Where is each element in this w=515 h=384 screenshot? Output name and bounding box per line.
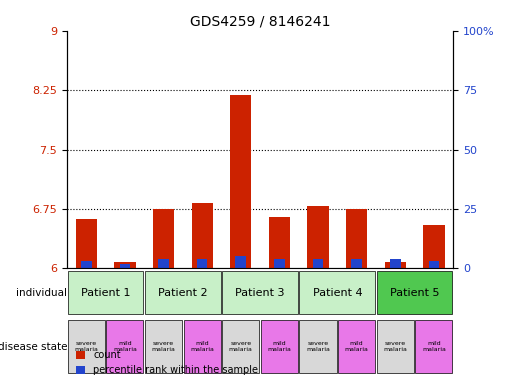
- Bar: [351, 259, 362, 268]
- Bar: [269, 217, 290, 268]
- Bar: [346, 209, 367, 268]
- Text: GSM836196: GSM836196: [121, 268, 129, 314]
- Text: GSM836198: GSM836198: [198, 268, 207, 314]
- Text: Patient 4: Patient 4: [313, 288, 362, 298]
- Title: GDS4259 / 8146241: GDS4259 / 8146241: [190, 14, 330, 28]
- Bar: [274, 259, 285, 268]
- Bar: [423, 225, 444, 268]
- Bar: [428, 261, 439, 268]
- Text: GSM836200: GSM836200: [275, 268, 284, 314]
- Text: disease state: disease state: [0, 342, 67, 352]
- Text: GSM836199: GSM836199: [236, 268, 245, 314]
- Text: severe
malaria: severe malaria: [74, 341, 98, 352]
- Text: severe
malaria: severe malaria: [383, 341, 407, 352]
- Text: severe
malaria: severe malaria: [229, 341, 253, 352]
- Text: Patient 3: Patient 3: [235, 288, 285, 298]
- Bar: [385, 262, 406, 268]
- Text: Patient 1: Patient 1: [81, 288, 130, 298]
- FancyBboxPatch shape: [67, 271, 143, 314]
- Text: mild
malaria: mild malaria: [190, 341, 214, 352]
- Bar: [313, 259, 323, 268]
- Text: severe
malaria: severe malaria: [306, 341, 330, 352]
- FancyBboxPatch shape: [376, 320, 414, 373]
- Text: GSM836197: GSM836197: [159, 268, 168, 314]
- FancyBboxPatch shape: [222, 320, 259, 373]
- FancyBboxPatch shape: [145, 320, 182, 373]
- Bar: [230, 95, 251, 268]
- Bar: [153, 209, 174, 268]
- Bar: [81, 261, 92, 268]
- Bar: [119, 263, 130, 268]
- FancyBboxPatch shape: [338, 320, 375, 373]
- Bar: [390, 259, 401, 268]
- Text: GSM836204: GSM836204: [430, 268, 438, 314]
- Bar: [307, 206, 329, 268]
- Text: GSM836203: GSM836203: [391, 268, 400, 314]
- Text: GSM836195: GSM836195: [82, 268, 91, 314]
- Text: Patient 2: Patient 2: [158, 288, 208, 298]
- FancyBboxPatch shape: [67, 320, 105, 373]
- FancyBboxPatch shape: [222, 271, 298, 314]
- Text: individual: individual: [16, 288, 67, 298]
- FancyBboxPatch shape: [415, 320, 452, 373]
- Text: severe
malaria: severe malaria: [151, 341, 176, 352]
- Legend: count, percentile rank within the sample: count, percentile rank within the sample: [72, 346, 262, 379]
- FancyBboxPatch shape: [261, 320, 298, 373]
- Text: Patient 5: Patient 5: [390, 288, 439, 298]
- FancyBboxPatch shape: [145, 271, 220, 314]
- FancyBboxPatch shape: [376, 271, 452, 314]
- Bar: [114, 262, 135, 268]
- Bar: [235, 257, 246, 268]
- FancyBboxPatch shape: [106, 320, 143, 373]
- Text: GSM836202: GSM836202: [352, 268, 361, 314]
- Text: mild
malaria: mild malaria: [113, 341, 137, 352]
- FancyBboxPatch shape: [183, 320, 220, 373]
- FancyBboxPatch shape: [299, 271, 375, 314]
- Text: mild
malaria: mild malaria: [422, 341, 446, 352]
- Bar: [197, 259, 208, 268]
- FancyBboxPatch shape: [299, 320, 337, 373]
- Bar: [76, 219, 97, 268]
- Bar: [158, 259, 169, 268]
- Bar: [192, 203, 213, 268]
- Text: mild
malaria: mild malaria: [267, 341, 291, 352]
- Text: mild
malaria: mild malaria: [345, 341, 369, 352]
- Text: GSM836201: GSM836201: [314, 268, 322, 314]
